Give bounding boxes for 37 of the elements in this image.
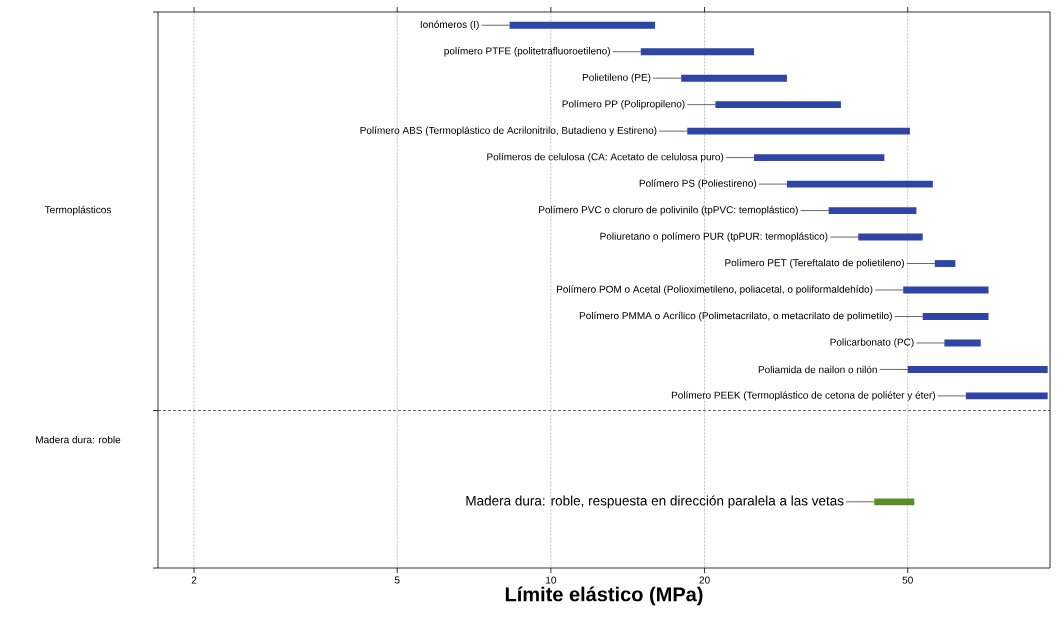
y-tick-label: Polímero PEEK (Termoplástico de cetona de poliéter y éter) xyxy=(671,391,936,401)
x-tick-label: 2 xyxy=(191,576,197,584)
y-tick-label: Polímero PET (Tereftalato de polietileno) xyxy=(725,258,904,269)
y-tick-label: Polímero PMMA o Acrílico (Polimetacrilato, o metacrilato de polimetilo) xyxy=(579,311,892,322)
y-tick-label: Polietileno (PE) xyxy=(582,73,651,83)
bar xyxy=(907,365,1048,373)
y-tick-label: Polímero ABS (Termoplástico de Acrilonitrilo, Butadieno y Estireno) xyxy=(360,126,657,136)
y-tick-label: Poliuretano o polímero PUR (tpPUR: termoplástico) xyxy=(600,232,828,242)
y-tick-label: Policarbonato (PC) xyxy=(830,338,914,348)
bar xyxy=(874,498,915,506)
y-tick-label: Polímero PVC o cloruro de polivinilo (tpPVC: temoplástico) xyxy=(539,205,798,216)
x-tick-label: 10 xyxy=(546,576,557,584)
y-tick-label: Poliamida de nailon o nilón xyxy=(758,365,877,374)
bar xyxy=(828,207,917,215)
y-tick-label: polímero PTFE (politetrafluoroetileno) xyxy=(444,46,610,57)
bar xyxy=(687,127,910,135)
bar xyxy=(922,313,989,320)
bar xyxy=(965,392,1048,400)
x-tick-label: 5 xyxy=(394,576,400,584)
bar xyxy=(934,260,956,267)
text: Termoplásticos xyxy=(44,205,111,216)
bar xyxy=(754,154,885,162)
y-tick-label: Polímeros de celulosa (CA: Acetato de celulosa puro) xyxy=(487,152,724,163)
bar xyxy=(509,21,656,29)
bar xyxy=(640,48,755,56)
y-tick-label: Ionómeros (I) xyxy=(420,20,479,30)
bar xyxy=(715,101,841,109)
y-tick-label: Polímero PP (Polipropileno) xyxy=(562,99,685,110)
x-tick-label: 50 xyxy=(902,576,913,584)
x-tick-label: 20 xyxy=(699,576,710,584)
text: Madera dura: roble xyxy=(36,435,121,444)
y-tick-label: Polímero POM o Acetal (Polioximetileno, poliacetal, o poliformaldehído) xyxy=(557,285,873,295)
bar xyxy=(786,180,933,188)
x-axis-title: Límite elástico (MPa) xyxy=(505,586,703,606)
bar xyxy=(681,74,787,82)
y-tick-label: Madera dura: roble, respuesta en dirección paralela a las vetas xyxy=(466,495,844,509)
y-tick-label: Polímero PS (Poliestireno) xyxy=(639,179,757,189)
